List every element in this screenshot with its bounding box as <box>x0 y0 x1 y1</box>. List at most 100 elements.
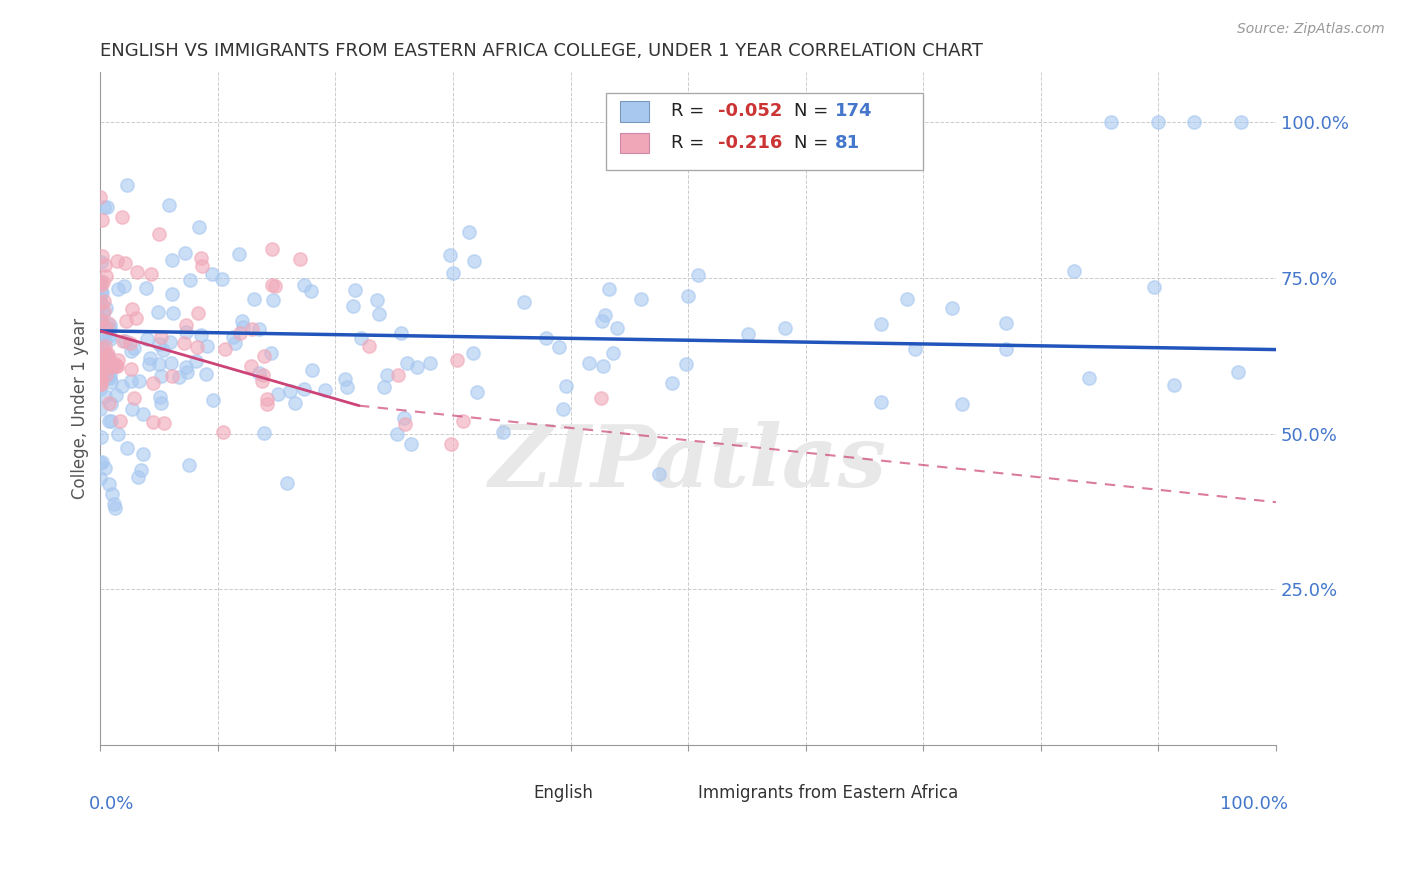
Point <box>578 356 600 370</box>
Point <box>91 275 114 289</box>
Point <box>222 330 245 344</box>
Point <box>187 306 209 320</box>
Point <box>941 301 963 315</box>
Point <box>240 359 263 373</box>
Text: N =: N = <box>794 103 834 120</box>
Text: -0.052: -0.052 <box>717 103 782 120</box>
Point <box>441 266 464 280</box>
Point <box>101 487 124 501</box>
Point <box>89 382 111 396</box>
Point <box>366 293 388 307</box>
Point <box>93 306 115 320</box>
Point <box>150 330 173 344</box>
Point <box>98 318 121 332</box>
Point <box>174 360 197 375</box>
Point <box>174 325 197 339</box>
Point <box>148 357 170 371</box>
Point <box>104 388 127 402</box>
Point <box>904 342 927 356</box>
Point <box>396 356 419 370</box>
Point <box>1099 115 1122 129</box>
Point <box>90 349 112 363</box>
Point <box>548 340 571 354</box>
Point <box>359 339 381 353</box>
Point <box>98 396 121 410</box>
Point <box>89 291 111 305</box>
Point <box>89 190 111 204</box>
Point <box>463 253 485 268</box>
Point <box>173 335 195 350</box>
Point <box>160 368 183 383</box>
Point <box>160 253 183 268</box>
Point <box>148 336 170 351</box>
Point <box>387 426 409 441</box>
Point <box>107 253 129 268</box>
Point <box>253 426 276 441</box>
Point <box>344 283 367 297</box>
Point <box>195 339 218 353</box>
Point <box>439 248 461 262</box>
Point <box>93 294 115 309</box>
Point <box>224 335 246 350</box>
Point <box>120 362 142 376</box>
Point <box>592 359 614 373</box>
Point <box>159 335 181 350</box>
Bar <box>620 102 650 121</box>
Point <box>124 342 146 356</box>
Point <box>115 314 138 328</box>
Text: -0.216: -0.216 <box>717 134 782 152</box>
Point <box>129 462 152 476</box>
Text: 174: 174 <box>835 103 873 120</box>
Point <box>252 349 274 363</box>
Point <box>90 358 112 372</box>
Point <box>98 367 121 381</box>
Point <box>399 437 422 451</box>
Point <box>97 316 120 330</box>
Point <box>112 334 135 348</box>
Point <box>160 356 183 370</box>
Point <box>89 377 111 392</box>
Point <box>98 371 121 385</box>
Point <box>228 247 250 261</box>
Point <box>174 246 197 260</box>
Point <box>994 316 1017 330</box>
Point <box>97 350 120 364</box>
Point <box>115 441 138 455</box>
Point <box>128 375 150 389</box>
Point <box>111 379 134 393</box>
Point <box>292 278 315 293</box>
Point <box>91 285 114 300</box>
Point <box>90 365 112 379</box>
Point <box>121 402 143 417</box>
Point <box>108 414 131 428</box>
Point <box>292 382 315 396</box>
Point <box>247 366 270 380</box>
Point <box>394 411 416 425</box>
Point <box>260 278 283 293</box>
Point <box>114 256 136 270</box>
Point <box>125 310 148 325</box>
Point <box>142 415 165 429</box>
Point <box>593 308 616 322</box>
Point <box>97 347 120 361</box>
Point <box>90 359 112 373</box>
Bar <box>665 786 690 801</box>
Point <box>107 283 129 297</box>
Point <box>870 317 893 331</box>
Point <box>675 357 697 371</box>
Point <box>1077 371 1099 385</box>
Point <box>1227 365 1250 379</box>
Point <box>157 198 180 212</box>
Point <box>1143 280 1166 294</box>
Point <box>153 416 176 430</box>
Point <box>406 359 429 374</box>
Point <box>94 359 117 374</box>
Point <box>98 332 121 346</box>
Point <box>229 326 252 341</box>
Point <box>89 310 111 325</box>
Text: 100.0%: 100.0% <box>1220 796 1288 814</box>
Point <box>90 360 112 375</box>
Point <box>630 292 652 306</box>
Point <box>146 304 169 318</box>
Point <box>114 334 136 348</box>
